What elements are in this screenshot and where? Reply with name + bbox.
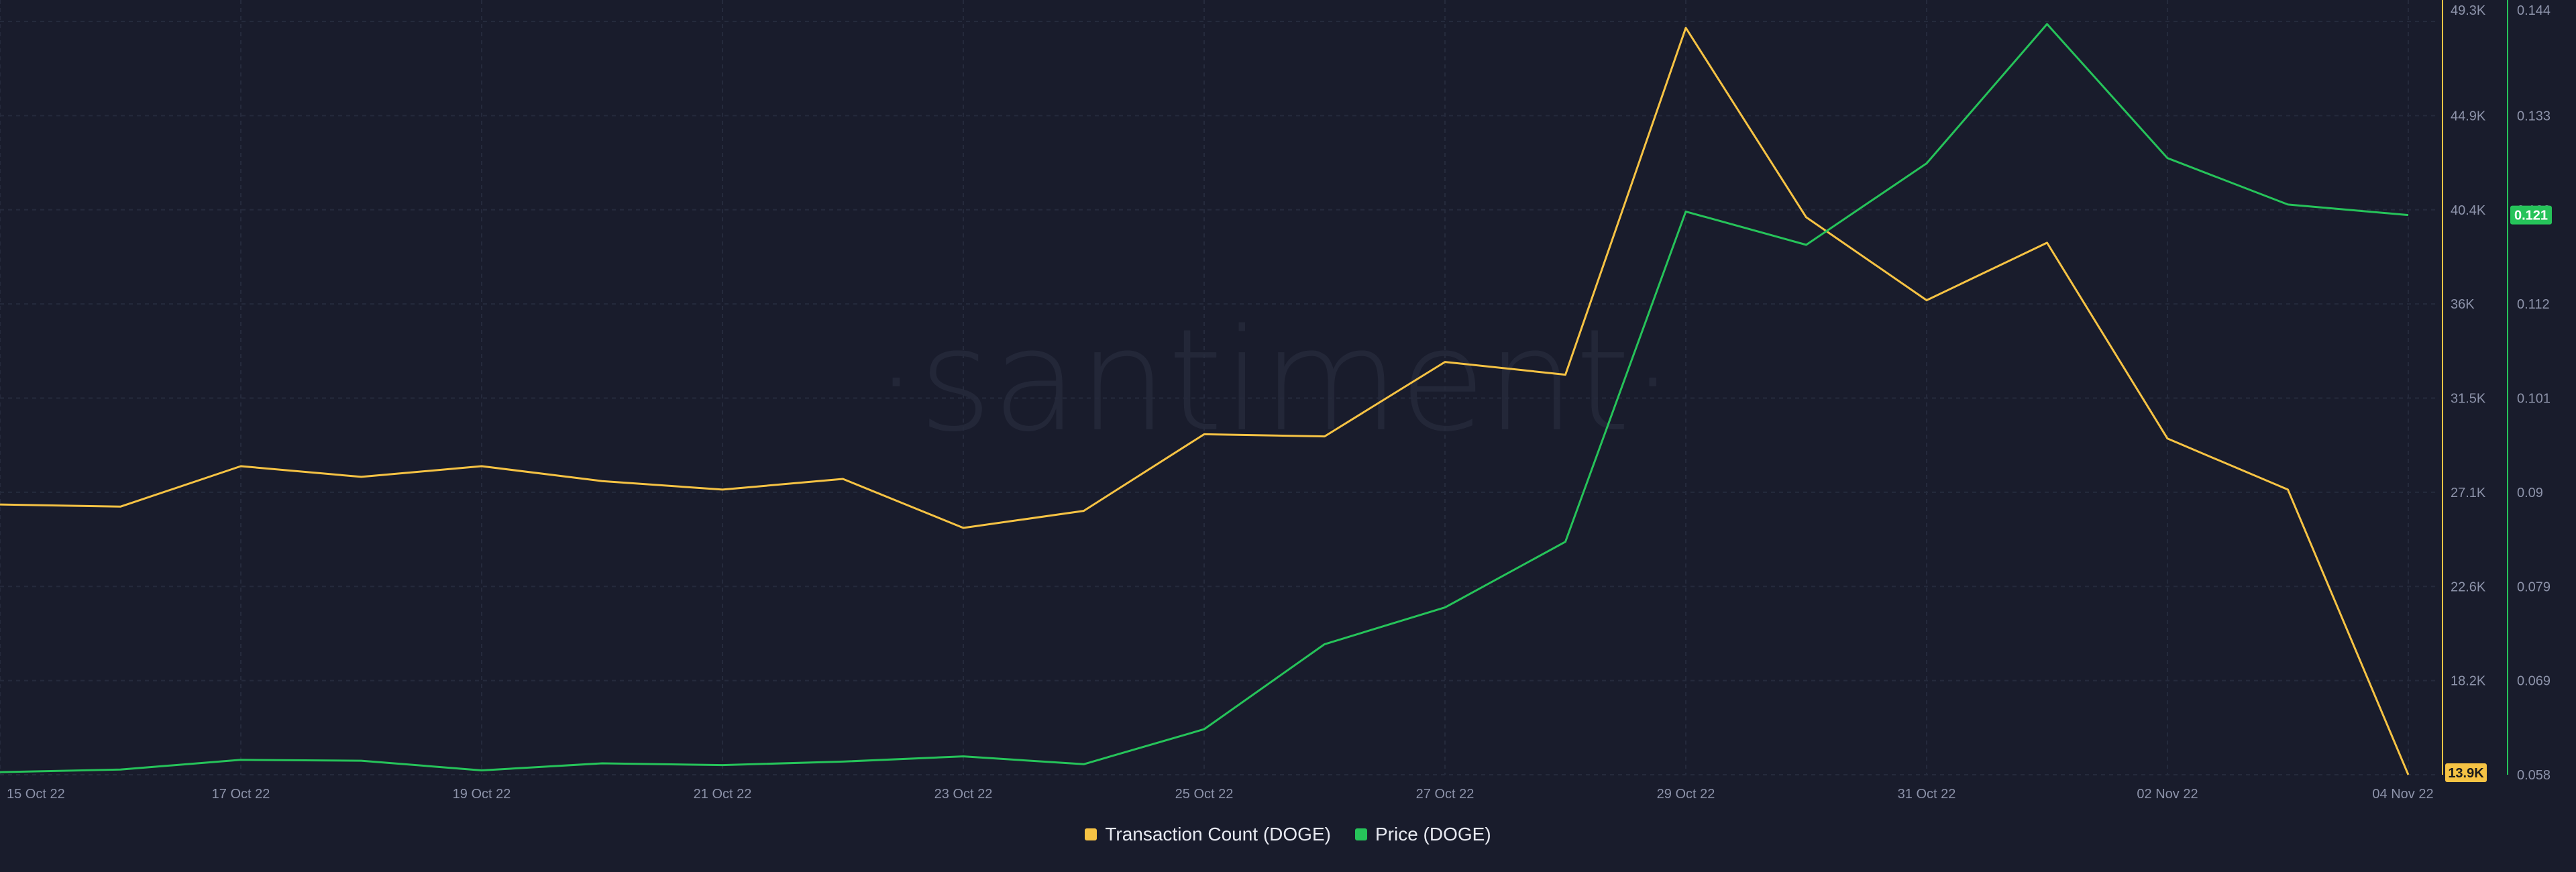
left-axis-tick-label: 18.2K xyxy=(2451,674,2486,689)
left-axis-current-badge xyxy=(2445,763,2487,782)
legend-item-transaction-count[interactable]: Transaction Count (DOGE) xyxy=(1085,824,1331,845)
right-axis-tick-label: 0.09 xyxy=(2517,486,2543,500)
right-axis-tick-label: 0.079 xyxy=(2517,580,2551,594)
left-axis-tick-label: 40.4K xyxy=(2451,203,2486,218)
left-axis-tick-label: 31.5K xyxy=(2451,392,2486,406)
right-axis-tick-label: 0.112 xyxy=(2517,297,2550,312)
x-tick-label: 15 Oct 22 xyxy=(7,787,65,802)
x-tick-label: 04 Nov 22 xyxy=(2372,787,2433,802)
legend-item-price[interactable]: Price (DOGE) xyxy=(1354,824,1491,845)
right-axis-tick-label: 0.069 xyxy=(2517,674,2551,689)
left-axis-tick-label: 49.3K xyxy=(2451,3,2486,18)
legend-label-price: Price (DOGE) xyxy=(1375,824,1491,844)
legend-label-transaction-count: Transaction Count (DOGE) xyxy=(1105,824,1331,844)
legend-swatch-transaction-count xyxy=(1085,828,1097,840)
watermark-text: ·santiment· xyxy=(874,298,1676,463)
x-tick-label: 23 Oct 22 xyxy=(934,787,993,802)
left-axis-tick-label: 22.6K xyxy=(2451,580,2486,594)
right-axis-tick-label: 0.101 xyxy=(2517,392,2551,406)
x-tick-label: 31 Oct 22 xyxy=(1898,787,1956,802)
left-axis-tick-label: 36K xyxy=(2451,297,2475,312)
left-axis-tick-label: 44.9K xyxy=(2451,109,2486,123)
legend-swatch-price xyxy=(1354,828,1367,840)
x-tick-label: 19 Oct 22 xyxy=(453,787,511,802)
right-axis-tick-label: 0.144 xyxy=(2517,3,2551,18)
right-axis-tick-label: 0.058 xyxy=(2517,768,2551,783)
x-tick-label: 21 Oct 22 xyxy=(694,787,752,802)
right-axis-tick-label: 0.133 xyxy=(2517,109,2551,123)
x-tick-label: 02 Nov 22 xyxy=(2137,787,2198,802)
x-tick-label: 27 Oct 22 xyxy=(1416,787,1474,802)
left-axis-current-value: 13.9K xyxy=(2448,766,2484,781)
x-tick-label: 29 Oct 22 xyxy=(1657,787,1715,802)
series-line-transaction-count xyxy=(0,27,2410,775)
left-axis-tick-label: 27.1K xyxy=(2451,486,2486,500)
right-axis-current-badge xyxy=(2510,205,2552,225)
chart-legend: Transaction Count (DOGE) Price (DOGE) xyxy=(0,824,2576,845)
right-axis-current-value: 0.121 xyxy=(2514,209,2548,223)
x-tick-label: 17 Oct 22 xyxy=(212,787,270,802)
series-line-price xyxy=(0,23,2409,773)
x-tick-label: 25 Oct 22 xyxy=(1175,787,1234,802)
